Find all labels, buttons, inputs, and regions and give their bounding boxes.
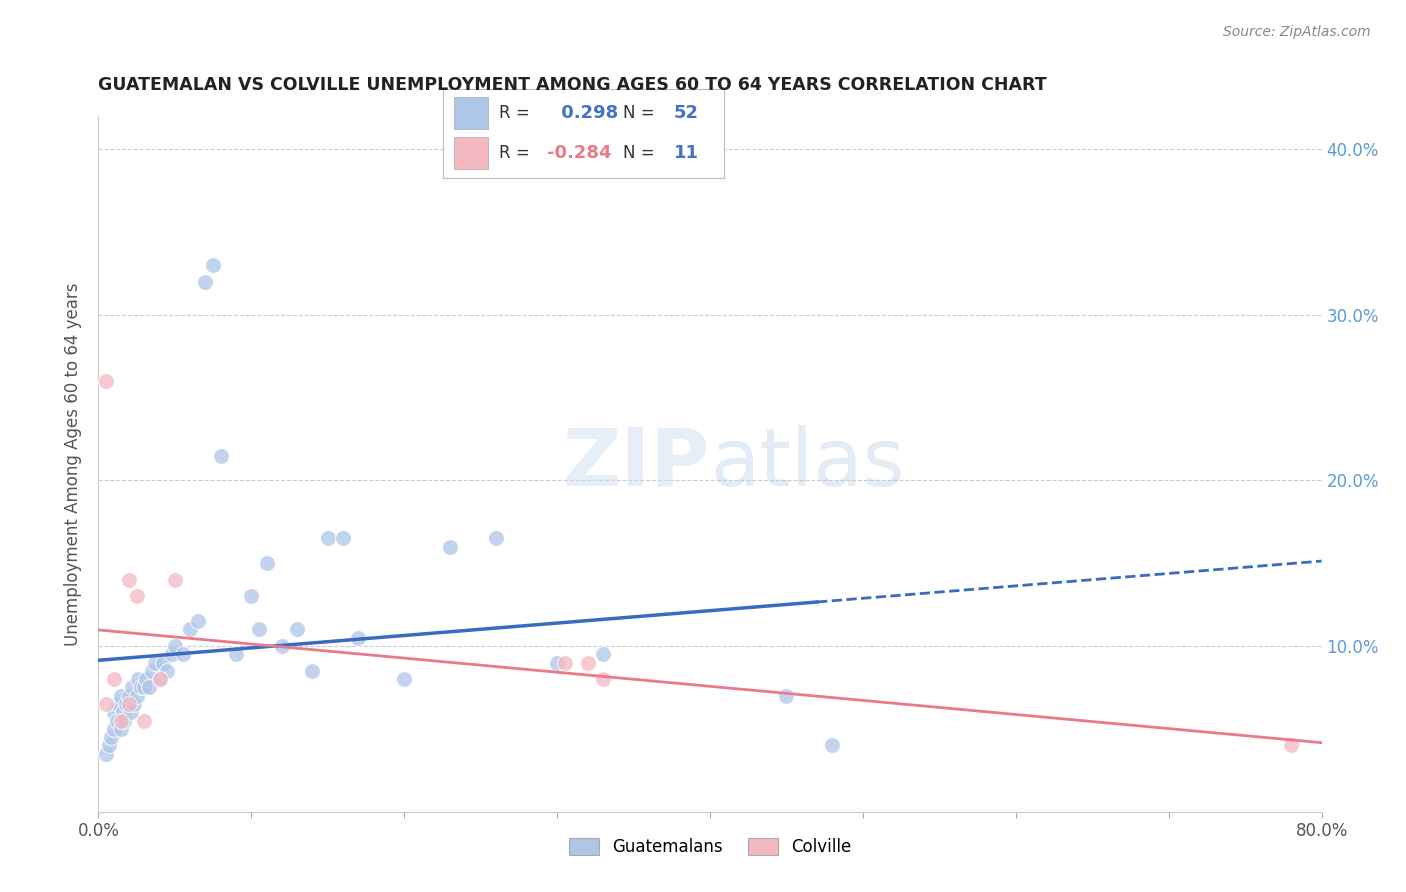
- Point: [316, 532, 339, 546]
- Point: [110, 722, 132, 736]
- Point: [111, 706, 134, 720]
- Point: [100, 730, 122, 744]
- Point: [775, 689, 797, 703]
- Text: 52: 52: [673, 104, 699, 122]
- Point: [172, 648, 194, 662]
- Point: [115, 697, 138, 711]
- Point: [120, 706, 142, 720]
- Point: [247, 623, 270, 637]
- Point: [135, 672, 157, 686]
- Point: [138, 681, 160, 695]
- Point: [94, 747, 117, 761]
- Y-axis label: Unemployment Among Ages 60 to 64 years: Unemployment Among Ages 60 to 64 years: [65, 282, 83, 646]
- Point: [256, 556, 278, 570]
- Point: [554, 656, 576, 670]
- Point: [105, 714, 128, 728]
- Point: [439, 540, 461, 554]
- Point: [103, 672, 125, 686]
- Point: [301, 664, 323, 678]
- Point: [110, 689, 132, 703]
- Point: [149, 672, 172, 686]
- Point: [187, 614, 209, 628]
- Text: GUATEMALAN VS COLVILLE UNEMPLOYMENT AMONG AGES 60 TO 64 YEARS CORRELATION CHART: GUATEMALAN VS COLVILLE UNEMPLOYMENT AMON…: [98, 76, 1047, 94]
- Point: [546, 656, 568, 670]
- Text: -0.284: -0.284: [547, 145, 612, 162]
- Point: [107, 697, 129, 711]
- Point: [347, 631, 370, 645]
- Point: [134, 681, 156, 695]
- Point: [202, 258, 225, 272]
- Point: [141, 664, 163, 678]
- Point: [103, 706, 125, 720]
- Point: [576, 656, 599, 670]
- Point: [821, 739, 844, 753]
- Point: [1279, 739, 1302, 753]
- Point: [94, 374, 117, 388]
- Text: ZIP: ZIP: [562, 425, 710, 503]
- Point: [592, 672, 614, 686]
- Point: [149, 672, 172, 686]
- Point: [485, 532, 508, 546]
- Bar: [454, 97, 488, 129]
- Point: [125, 689, 148, 703]
- Point: [592, 648, 614, 662]
- Bar: [454, 137, 488, 169]
- Point: [118, 573, 141, 587]
- Point: [121, 681, 143, 695]
- Text: atlas: atlas: [710, 425, 904, 503]
- Point: [118, 689, 141, 703]
- Text: N =: N =: [623, 104, 659, 122]
- Text: Source: ZipAtlas.com: Source: ZipAtlas.com: [1223, 25, 1371, 39]
- Point: [118, 697, 141, 711]
- Point: [125, 590, 148, 604]
- Point: [129, 681, 152, 695]
- Point: [194, 275, 217, 289]
- Point: [110, 714, 132, 728]
- Point: [98, 739, 121, 753]
- Point: [179, 623, 201, 637]
- Text: R =: R =: [499, 104, 536, 122]
- Point: [94, 697, 117, 711]
- Point: [103, 722, 125, 736]
- Text: 0.298: 0.298: [555, 104, 619, 122]
- Point: [156, 664, 179, 678]
- Point: [225, 648, 247, 662]
- Text: R =: R =: [499, 145, 536, 162]
- Point: [270, 639, 292, 653]
- Point: [240, 590, 263, 604]
- Point: [134, 714, 156, 728]
- Point: [122, 697, 145, 711]
- Point: [160, 648, 183, 662]
- Point: [209, 449, 232, 463]
- Point: [163, 639, 186, 653]
- Point: [127, 672, 149, 686]
- Point: [163, 573, 186, 587]
- Point: [285, 623, 308, 637]
- Point: [143, 656, 166, 670]
- Text: N =: N =: [623, 145, 659, 162]
- Text: 11: 11: [673, 145, 699, 162]
- Point: [332, 532, 354, 546]
- Point: [152, 656, 174, 670]
- Legend: Guatemalans, Colville: Guatemalans, Colville: [562, 831, 858, 863]
- Point: [112, 714, 135, 728]
- Point: [392, 672, 416, 686]
